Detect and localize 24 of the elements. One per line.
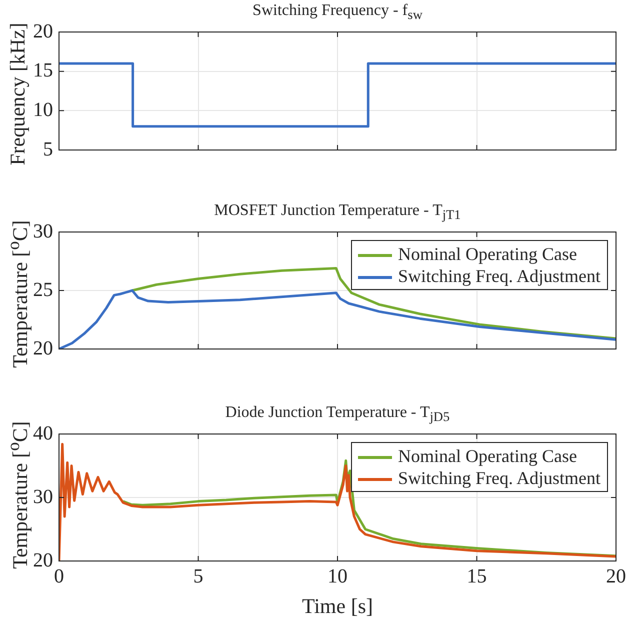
y-tick-label: 20 — [33, 20, 53, 42]
x-tick-label: 5 — [193, 565, 204, 588]
y-tick-label: 20 — [33, 337, 53, 360]
x-axis-title: Time [s] — [302, 594, 373, 619]
y-tick-label: 30 — [33, 220, 53, 242]
chart-title: MOSFET Junction Temperature - T$_{jT1}$ — [214, 202, 461, 224]
legend-label: Switching Freq. Adjustment — [398, 266, 600, 286]
x-tick-label: 0 — [54, 565, 64, 588]
x-tick-label: 20 — [606, 565, 626, 588]
legend-label: Nominal Operating Case — [398, 244, 577, 264]
y-tick-label: 30 — [33, 486, 53, 508]
legend-label: Switching Freq. Adjustment — [398, 468, 600, 488]
chart-title: Diode Junction Temperature - T$_{jD5}$ — [225, 404, 450, 426]
chart-title: Switching Frequency - f$_{sw}$ — [252, 2, 422, 24]
y-tick-label: 5 — [43, 138, 53, 160]
y-tick-label: 40 — [33, 422, 53, 444]
y-tick-label: 15 — [33, 60, 53, 82]
y-tick-label: 20 — [33, 549, 53, 572]
legend-label: Nominal Operating Case — [398, 446, 577, 466]
y-tick-label: 10 — [33, 98, 53, 121]
x-tick-label: 15 — [466, 565, 487, 588]
y-axis-title: Frequency [kHz] — [6, 22, 30, 166]
x-tick-label: 10 — [328, 565, 348, 588]
y-tick-label: 25 — [33, 278, 53, 301]
